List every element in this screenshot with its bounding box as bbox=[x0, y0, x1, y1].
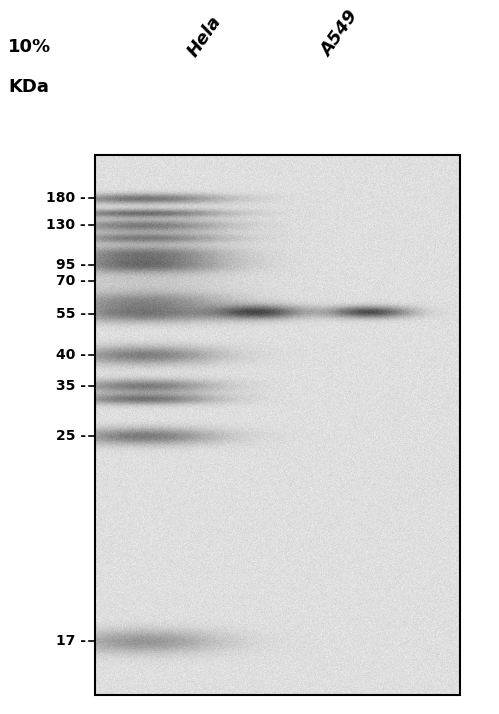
Bar bbox=[95, 155, 460, 695]
Text: Hela: Hela bbox=[184, 13, 225, 61]
Text: 35 -: 35 - bbox=[56, 378, 86, 393]
Text: 40 -: 40 - bbox=[56, 348, 86, 362]
Text: 130 -: 130 - bbox=[46, 218, 86, 232]
Text: 55 -: 55 - bbox=[56, 307, 86, 321]
Text: 180 -: 180 - bbox=[46, 191, 86, 205]
Text: 95 -: 95 - bbox=[56, 258, 86, 272]
Text: A549: A549 bbox=[317, 9, 361, 61]
Text: KDa: KDa bbox=[8, 78, 49, 96]
Text: 17 -: 17 - bbox=[56, 634, 86, 648]
Text: 10%: 10% bbox=[8, 38, 51, 56]
Text: 70 -: 70 - bbox=[56, 274, 86, 288]
Text: 25 -: 25 - bbox=[56, 429, 86, 443]
